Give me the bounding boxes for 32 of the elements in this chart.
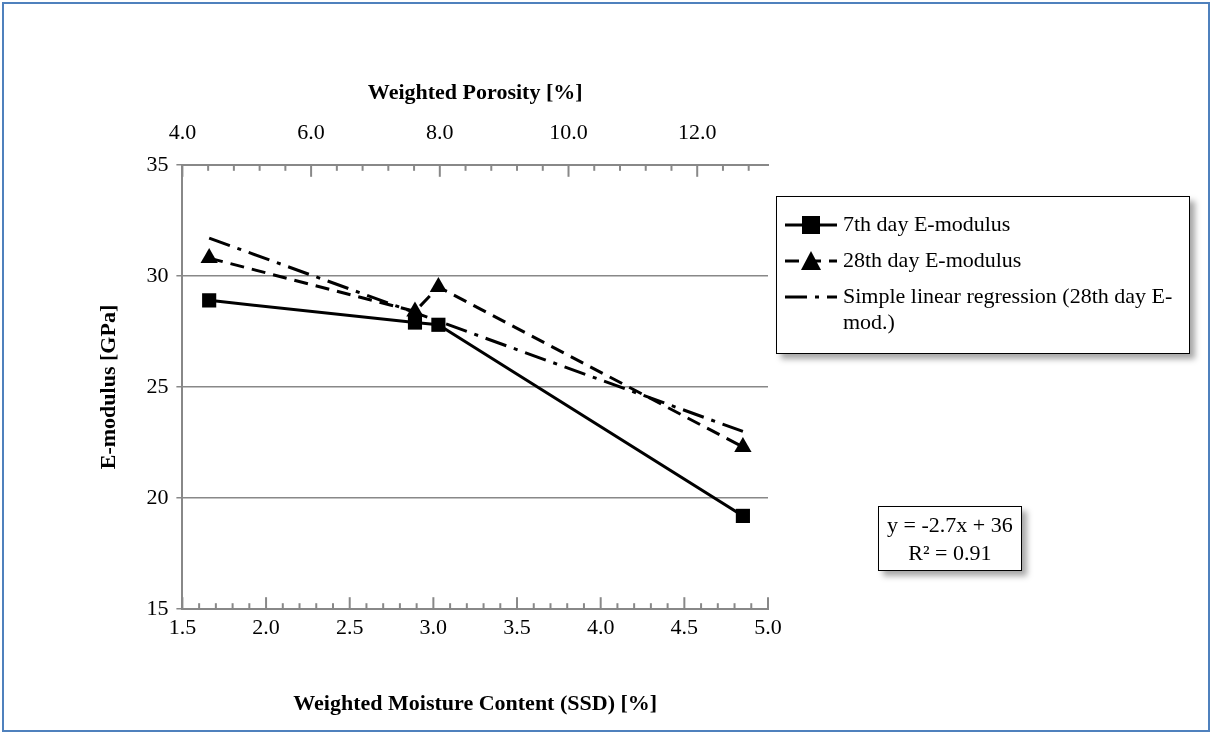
legend-label: Simple linear regression (28th day E-mod.) (843, 283, 1174, 335)
x-tick-label: 4.5 (670, 614, 699, 640)
y-tick-label: 30 (146, 261, 169, 287)
point (200, 248, 218, 264)
x-axis-title: Weighted Moisture Content (SSD) [%] (293, 690, 658, 716)
x-tick-label: 1.5 (168, 614, 197, 640)
legend-label: 7th day E-modulus (843, 211, 1011, 237)
point (202, 293, 217, 308)
x-tick-label: 2.0 (252, 614, 280, 640)
point (407, 315, 423, 330)
x2-tick-label: 10.0 (549, 119, 588, 145)
legend-label: 28th day E-modulus (843, 247, 1022, 273)
point (735, 508, 750, 523)
point (431, 317, 446, 332)
x-tick-label: 3.5 (503, 614, 531, 640)
x2-tick-label: 4.0 (168, 119, 197, 145)
x-tick-label: 5.0 (754, 614, 782, 640)
x-tick-label: 3.0 (419, 614, 448, 640)
y-tick-label: 35 (146, 150, 169, 176)
y-tick-label: 20 (146, 483, 169, 509)
x2-tick-label: 12.0 (677, 119, 717, 145)
y-axis-title: E-modulus [GPa] (94, 304, 120, 470)
text: R² = 0.91 (907, 538, 993, 566)
text: y = -2.7x + 36 (887, 511, 1013, 539)
x-tick-label: 2.5 (335, 614, 364, 640)
x-tick-label: 4.0 (586, 614, 615, 640)
y-tick-label: 15 (146, 594, 169, 620)
point (429, 277, 448, 293)
x2-axis-title: Weighted Porosity [%] (367, 78, 583, 104)
y-tick-label: 25 (146, 372, 169, 398)
x2-tick-label: 6.0 (297, 119, 325, 145)
x2-tick-label: 8.0 (426, 119, 454, 145)
